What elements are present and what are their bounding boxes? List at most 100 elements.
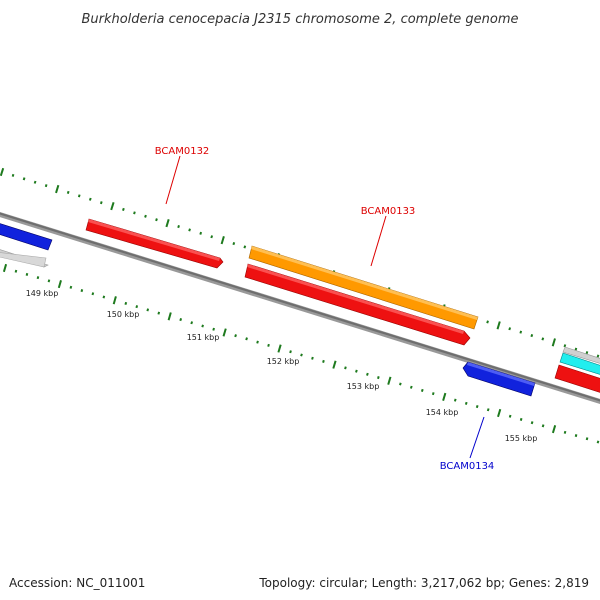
feature-grey-left-b[interactable] (0, 252, 47, 268)
inner-track-minor-tick (486, 408, 490, 412)
inner-track-minor-tick (36, 276, 40, 280)
inner-track-minor-tick (596, 440, 600, 444)
outer-track-minor-tick (530, 333, 534, 338)
inner-track-minor-tick (245, 337, 248, 341)
outer-track-minor-tick (177, 224, 180, 229)
inner-track-major-tick (387, 376, 392, 385)
inner-track-minor-tick (355, 369, 358, 373)
inner-track-major-tick (2, 263, 8, 273)
inner-track-minor-tick (585, 437, 589, 441)
inner-track-minor-tick (475, 404, 479, 409)
inner-track-minor-tick (91, 292, 95, 296)
outer-track-minor-tick (133, 211, 136, 215)
inner-track-minor-tick (563, 430, 567, 434)
feature-track (0, 218, 600, 397)
inner-track-minor-tick (300, 353, 303, 357)
outer-track-major-tick (165, 219, 170, 228)
feature-blue-left[interactable] (0, 222, 53, 251)
gene-label-bcam0132[interactable]: BCAM0132 (155, 146, 210, 157)
inner-track-minor-tick (234, 334, 237, 338)
outer-track-major-tick (220, 236, 225, 245)
inner-track-minor-tick (25, 272, 29, 276)
outer-track-major-tick (551, 338, 556, 347)
outer-track-minor-tick (88, 197, 92, 201)
inner-track-minor-tick (124, 301, 128, 306)
outer-track-major-tick (55, 184, 60, 194)
inner-track-minor-tick (508, 414, 512, 418)
feature-grey-right[interactable] (562, 346, 600, 365)
inner-track-minor-tick (80, 289, 84, 293)
accession-text: Accession: NC_011001 (9, 576, 145, 590)
coordinate-labels: 149 kbp 150 kbp 151 kbp 152 kbp 153 kbp … (26, 289, 538, 443)
gene-callouts: BCAM0132 BCAM0133 BCAM0134 (155, 146, 495, 472)
inner-track-minor-tick (69, 285, 73, 289)
tick-label-155: 155 kbp (505, 434, 538, 443)
callout-line-bcam0133 (370, 215, 387, 267)
outer-track-minor-tick (122, 207, 125, 212)
tick-label-149: 149 kbp (26, 289, 59, 298)
inner-track-minor-tick (190, 321, 194, 325)
inner-track-minor-tick (157, 311, 161, 315)
tick-label-152: 152 kbp (267, 357, 300, 366)
inner-dotted-track (2, 263, 600, 444)
outer-track-minor-tick (33, 180, 37, 184)
inner-track-minor-tick (212, 327, 215, 331)
outer-track-minor-tick (574, 347, 578, 351)
inner-track-minor-tick (146, 308, 150, 312)
inner-track-minor-tick (102, 295, 106, 299)
outer-track-minor-tick (243, 245, 247, 249)
inner-track-minor-tick (179, 317, 183, 322)
inner-track-major-tick (497, 408, 502, 418)
inner-track-minor-tick (519, 417, 523, 421)
outer-track-minor-tick (11, 173, 15, 177)
feature-red-right[interactable] (554, 364, 600, 394)
inner-track-minor-tick (541, 424, 545, 428)
inner-track-minor-tick (311, 356, 314, 360)
inner-track-major-tick (442, 392, 447, 401)
outer-track-minor-tick (77, 194, 81, 198)
inner-track-major-tick (57, 280, 62, 289)
inner-track-major-tick (222, 328, 227, 337)
callout-line-bcam0134 (469, 416, 485, 459)
inner-track-minor-tick (322, 359, 325, 363)
outer-track-minor-tick (22, 177, 26, 181)
outer-track-minor-tick (155, 218, 158, 222)
callout-line-bcam0132 (165, 155, 181, 205)
gene-label-bcam0133[interactable]: BCAM0133 (361, 206, 416, 217)
feature-cyan-right[interactable] (559, 352, 600, 376)
inner-track-minor-tick (431, 392, 435, 396)
inner-track-minor-tick (377, 376, 380, 380)
outer-track-minor-tick (44, 184, 48, 188)
inner-track-major-tick (167, 312, 172, 321)
map-title: Burkholderia cenocepacia J2315 chromosom… (81, 12, 518, 27)
inner-track-minor-tick (453, 398, 457, 402)
outer-track-minor-tick (210, 235, 214, 239)
inner-track-minor-tick (574, 434, 578, 438)
tick-label-151: 151 kbp (187, 333, 220, 342)
tick-label-150: 150 kbp (107, 310, 140, 319)
outer-track-minor-tick (519, 330, 523, 334)
outer-track-minor-tick (66, 190, 70, 195)
outer-track-minor-tick (199, 231, 203, 235)
inner-track-minor-tick (135, 305, 139, 309)
outer-track-minor-tick (508, 327, 512, 331)
outer-track-minor-tick (585, 351, 589, 355)
inner-track-minor-tick (14, 269, 18, 273)
outer-track-minor-tick (486, 320, 489, 324)
inner-track-minor-tick (420, 388, 424, 393)
inner-track-major-tick (551, 425, 557, 434)
outer-track-major-tick (110, 201, 115, 211)
outer-track-minor-tick (188, 228, 191, 232)
genome-summary-text: Topology: circular; Length: 3,217,062 bp… (258, 576, 589, 590)
inner-track-minor-tick (289, 350, 292, 354)
inner-track-major-tick (277, 344, 282, 353)
inner-track-minor-tick (399, 382, 402, 386)
outer-track-major-tick (0, 167, 5, 177)
gene-label-bcam0134[interactable]: BCAM0134 (440, 461, 495, 472)
outer-track-minor-tick (232, 241, 236, 246)
tick-label-153: 153 kbp (347, 382, 380, 391)
tick-label-154: 154 kbp (426, 408, 459, 417)
inner-track-major-tick (332, 360, 337, 369)
inner-track-minor-tick (201, 324, 204, 328)
